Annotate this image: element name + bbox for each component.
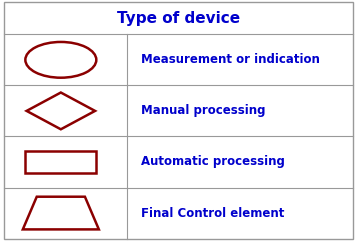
Text: Automatic processing: Automatic processing — [141, 155, 285, 168]
Text: Measurement or indication: Measurement or indication — [141, 53, 320, 66]
Text: Type of device: Type of device — [117, 11, 240, 26]
Text: Manual processing: Manual processing — [141, 104, 266, 117]
Text: Final Control element: Final Control element — [141, 207, 285, 220]
Bar — [25, 151, 96, 173]
